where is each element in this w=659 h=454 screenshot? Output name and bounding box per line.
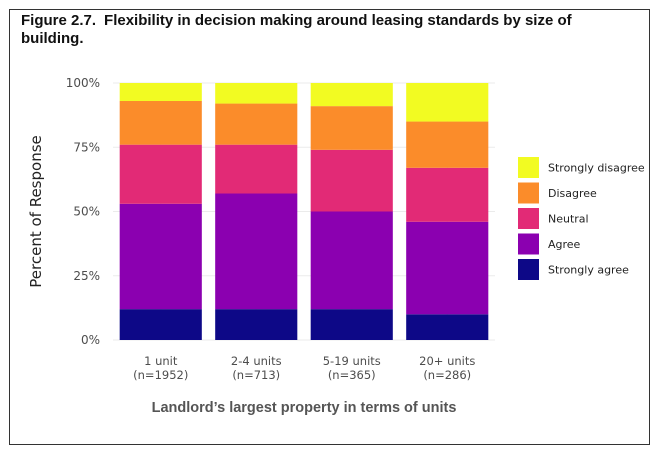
legend-label: Agree	[548, 238, 581, 251]
bar-segment-strongly-disagree	[310, 83, 393, 107]
bar-segment-neutral	[406, 167, 489, 222]
bar-segment-strongly-agree	[310, 309, 393, 340]
bar-segment-agree	[406, 221, 489, 315]
bar-segment-disagree	[215, 103, 298, 145]
y-axis-label: Percent of Response	[27, 135, 45, 287]
y-tick-label: 100%	[66, 76, 100, 90]
x-tick-label: 5-19 units (n=365)	[323, 354, 381, 382]
legend-key-disagree	[518, 182, 539, 204]
bar-segment-neutral	[215, 144, 298, 194]
legend-label: Strongly agree	[548, 264, 629, 277]
bar-segment-neutral	[119, 144, 202, 204]
bar-stacks	[119, 83, 489, 340]
x-tick-label: 2-4 units (n=713)	[231, 354, 282, 382]
bar-segment-agree	[119, 203, 202, 310]
x-axis-label: Landlord’s largest property in terms of …	[152, 400, 457, 416]
legend-label: Disagree	[548, 187, 597, 200]
legend-key-strongly-agree	[518, 259, 539, 280]
legend-key-strongly-disagree	[518, 157, 539, 178]
legend-key-agree	[518, 233, 539, 255]
bar-segment-agree	[215, 193, 298, 310]
legend: Strongly disagree Disagree Neutral Agree Str…	[518, 157, 645, 280]
bar-segment-strongly-agree	[119, 309, 202, 340]
bar-segment-strongly-agree	[406, 314, 489, 340]
bar-segment-strongly-agree	[215, 309, 298, 340]
figure-title-text: Flexibility in decision making around le…	[21, 12, 572, 47]
x-tick-label: 20+ units (n=286)	[419, 354, 475, 382]
legend-label: Strongly disagree	[548, 162, 645, 175]
y-tick-label: 0%	[81, 333, 100, 347]
bar-segment-neutral	[310, 149, 393, 212]
bar-segment-disagree	[310, 106, 393, 150]
figure-number: Figure 2.7.	[21, 12, 97, 29]
bar-segment-disagree	[119, 100, 202, 145]
y-tick-label: 25%	[73, 269, 100, 283]
legend-label: Neutral	[548, 213, 589, 226]
bar-segment-agree	[310, 211, 393, 310]
bar-segment-strongly-disagree	[119, 83, 202, 101]
y-tick-label: 75%	[73, 140, 100, 154]
figure-title: Figure 2.7. Flexibility in decision makin…	[21, 12, 581, 48]
x-axis-ticks: 1 unit (n=1952) 2-4 units (n=713) 5-19 units…	[133, 354, 475, 382]
x-tick-label: 1 unit (n=1952)	[133, 354, 188, 382]
legend-key-neutral	[518, 208, 539, 229]
bar-segment-strongly-disagree	[215, 83, 298, 104]
bar-segment-strongly-disagree	[406, 83, 489, 122]
bar-segment-disagree	[406, 121, 489, 168]
y-axis-ticks: 0% 25% 50% 75% 100%	[66, 76, 100, 347]
y-tick-label: 50%	[73, 205, 100, 219]
